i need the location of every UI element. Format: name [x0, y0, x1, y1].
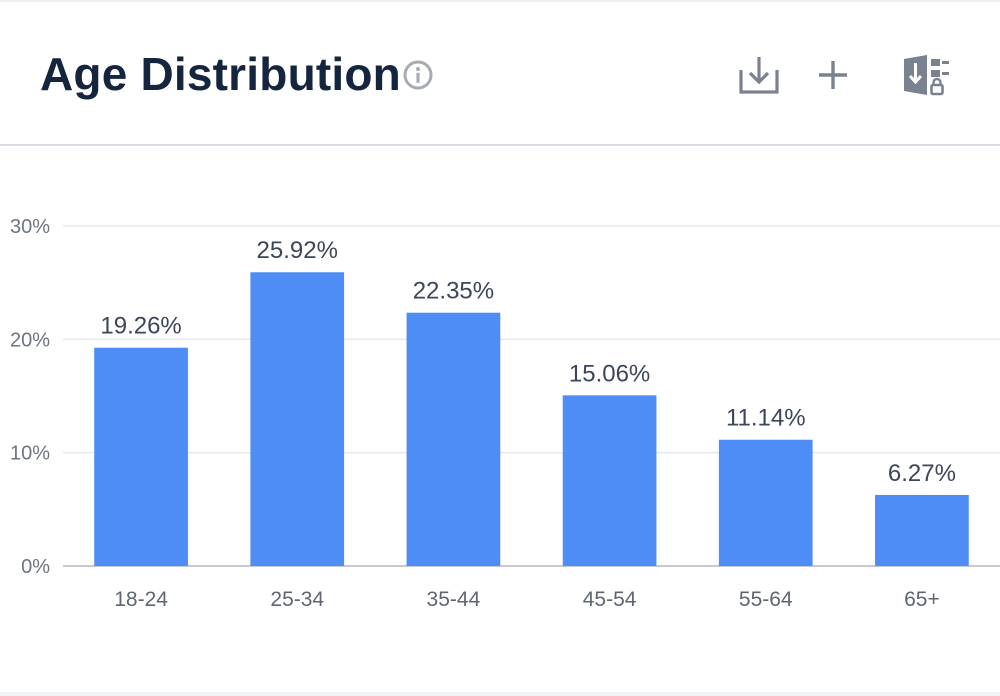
x-tick-label: 55-64 — [739, 588, 793, 611]
x-tick-label: 65+ — [904, 588, 940, 611]
y-tick-label: 10% — [10, 443, 50, 465]
bar — [94, 347, 188, 566]
add-button[interactable] — [810, 52, 856, 98]
excel-export-icon — [904, 55, 949, 96]
bar — [250, 272, 345, 566]
download-button[interactable] — [736, 52, 782, 98]
x-tick-label: 45-54 — [583, 588, 637, 611]
data-label: 11.14% — [726, 405, 806, 432]
card-header: Age Distribution — [0, 2, 1000, 146]
bar — [406, 312, 501, 566]
page-title: Age Distribution — [40, 48, 401, 100]
data-label: 6.27% — [888, 460, 956, 487]
bar — [875, 494, 969, 566]
x-tick-label: 25-34 — [270, 588, 324, 611]
x-tick-label: 35-44 — [427, 588, 481, 611]
bar — [718, 439, 813, 566]
data-label: 25.92% — [257, 237, 338, 264]
plus-icon — [819, 61, 847, 89]
data-label: 19.26% — [100, 313, 181, 340]
y-tick-label: 20% — [10, 329, 50, 351]
download-icon — [739, 57, 779, 94]
x-tick-label: 18-24 — [114, 588, 168, 611]
y-tick-label: 0% — [21, 556, 50, 578]
y-tick-label: 30% — [10, 216, 50, 238]
data-label: 22.35% — [413, 278, 494, 305]
bar — [562, 395, 657, 566]
excel-export-button[interactable] — [902, 52, 950, 98]
data-label: 15.06% — [569, 360, 650, 387]
info-icon[interactable] — [402, 59, 434, 91]
